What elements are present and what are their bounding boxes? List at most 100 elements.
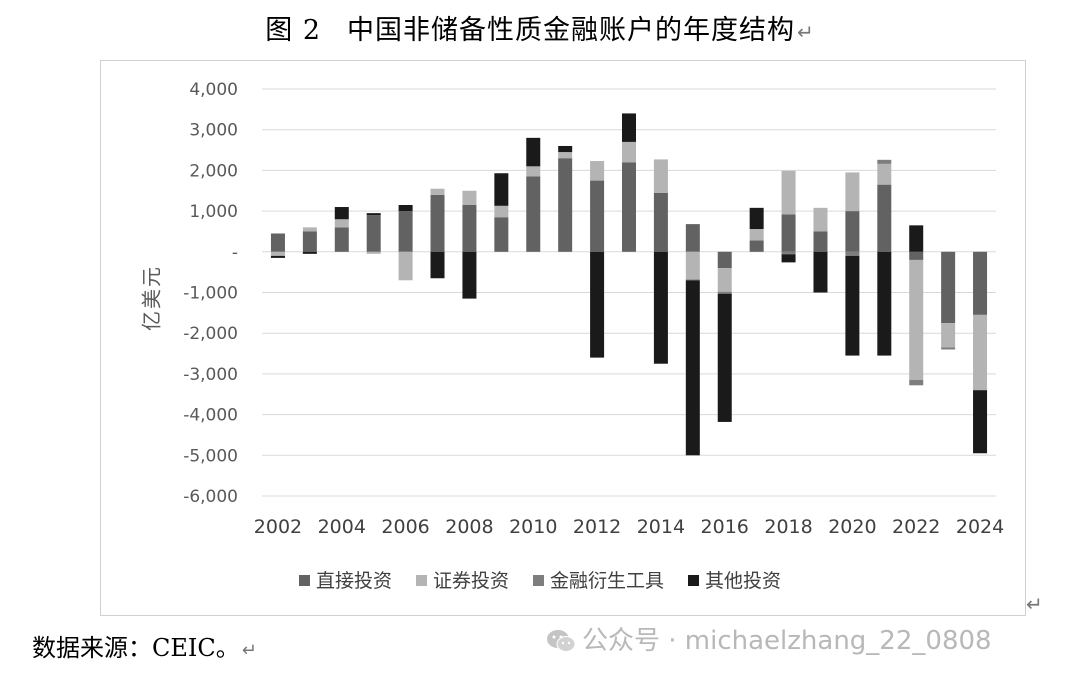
legend-swatch <box>298 575 310 586</box>
bar-segment <box>781 254 796 263</box>
y-tick-label: -3,000 <box>183 365 238 385</box>
bar-segment <box>813 231 828 252</box>
x-tick-label: 2012 <box>573 516 621 538</box>
y-tick-label: -2,000 <box>183 324 238 344</box>
bar-segment <box>558 145 573 153</box>
x-tick-label: 2014 <box>637 516 685 538</box>
bar-segment <box>590 161 605 181</box>
bar-segment <box>526 166 541 177</box>
bar-segment <box>270 255 285 258</box>
bar-segment <box>430 194 445 252</box>
bar-segment <box>845 172 860 212</box>
x-tick-labels: 2002 2004 2006 2008 2010 2012 2014 2016 2018 2020… <box>254 516 1004 538</box>
bar-segment <box>366 215 381 252</box>
x-tick-label: 2010 <box>509 516 557 538</box>
bar-segment <box>622 113 636 142</box>
bar-segment <box>558 158 573 252</box>
x-tick-label: 2006 <box>381 516 429 538</box>
bar-segment <box>398 251 413 281</box>
bar-segment <box>590 180 605 252</box>
y-tick-label: -5,000 <box>183 446 238 466</box>
bar-segment <box>973 390 988 454</box>
legend-label: 金融衍生工具 <box>550 570 665 592</box>
bar-segment <box>334 219 349 228</box>
legend-swatch <box>415 575 427 586</box>
watermark: 公众号 · michaelzhang_22_0808 <box>546 620 992 657</box>
y-tick-label: -4,000 <box>183 406 238 426</box>
bar-segment <box>430 188 445 195</box>
figure-number: 图 2 <box>265 15 321 46</box>
y-tick-label: 2,000 <box>189 161 238 181</box>
legend-label: 其他投资 <box>705 570 782 592</box>
bar-segment <box>941 347 956 350</box>
bar-segment <box>717 251 732 269</box>
bar-segment <box>813 251 828 293</box>
bar-segment <box>622 162 636 252</box>
bar-segment <box>717 291 732 294</box>
y-tick-labels: 4,000 3,000 2,000 1,000 - -1,000 -2,000 -3,000 -… <box>183 80 238 507</box>
bar-segment <box>302 231 317 252</box>
y-tick-label: 3,000 <box>189 121 238 141</box>
return-mark: ↵ <box>1026 592 1043 616</box>
legend-item: 其他投资 <box>688 566 781 593</box>
x-tick-label: 2004 <box>318 516 366 538</box>
bar-segment <box>909 251 924 260</box>
x-tick-label: 2024 <box>956 516 1004 538</box>
legend-swatch <box>688 575 700 586</box>
bar-segment <box>526 137 541 167</box>
bar-segment <box>334 207 349 220</box>
bar-segment <box>622 141 636 163</box>
bar-segment <box>717 268 732 292</box>
bar-segment <box>909 259 924 381</box>
bar-segment <box>653 251 668 364</box>
y-tick-label: -6,000 <box>183 487 238 507</box>
bar-segment <box>781 214 796 252</box>
bar-segment <box>302 251 317 254</box>
legend-swatch <box>533 575 544 586</box>
bar-segment <box>973 314 988 391</box>
x-tick-label: 2020 <box>828 516 876 538</box>
x-tick-label: 2022 <box>892 516 940 538</box>
bar-segment <box>717 293 732 422</box>
bar-segment <box>749 240 764 252</box>
bar-segment <box>302 227 317 232</box>
source-note: 数据来源：CEIC。 ↵ <box>32 628 257 663</box>
legend-item: 金融衍生工具 <box>533 566 664 593</box>
legend: 直接投资 证券投资 金融衍生工具 其他投资 <box>0 566 1080 593</box>
bar-segment <box>877 163 892 185</box>
bar-segment <box>973 251 988 315</box>
bars <box>270 113 988 456</box>
bar-segment <box>462 251 477 299</box>
bar-segment <box>526 176 541 252</box>
y-tick-label: - <box>232 243 238 263</box>
wechat-icon <box>547 630 576 652</box>
chart-frame <box>100 60 1026 616</box>
bar-segment <box>941 323 956 348</box>
bar-segment <box>685 224 700 252</box>
y-axis-label: 亿美元 <box>139 265 164 331</box>
bar-segment <box>366 251 381 254</box>
bar-segment <box>781 251 796 255</box>
bar-segment <box>845 251 860 256</box>
return-mark: ↵ <box>797 20 815 44</box>
bar-segment <box>877 251 892 356</box>
bar-segment <box>590 251 605 358</box>
bar-segment <box>845 211 860 252</box>
legend-label: 直接投资 <box>315 570 392 592</box>
chart-title: 图 2 中国非储备性质金融账户的年度结构 ↵ <box>0 8 1080 47</box>
bar-segment <box>685 279 700 281</box>
bar-segment <box>430 251 445 279</box>
legend-item: 直接投资 <box>298 566 392 593</box>
bar-segment <box>749 207 764 230</box>
legend-label: 证券投资 <box>432 570 509 592</box>
bar-segment <box>781 170 796 215</box>
bar-segment <box>462 204 477 252</box>
bar-segment <box>653 159 668 193</box>
legend-item: 证券投资 <box>415 566 509 593</box>
y-tick-label: -1,000 <box>183 284 238 304</box>
watermark-text: 公众号 · michaelzhang_22_0808 <box>582 626 992 656</box>
x-tick-label: 2018 <box>764 516 812 538</box>
x-tick-label: 2008 <box>445 516 493 538</box>
bar-segment <box>685 251 700 280</box>
bar-segment <box>270 251 285 256</box>
